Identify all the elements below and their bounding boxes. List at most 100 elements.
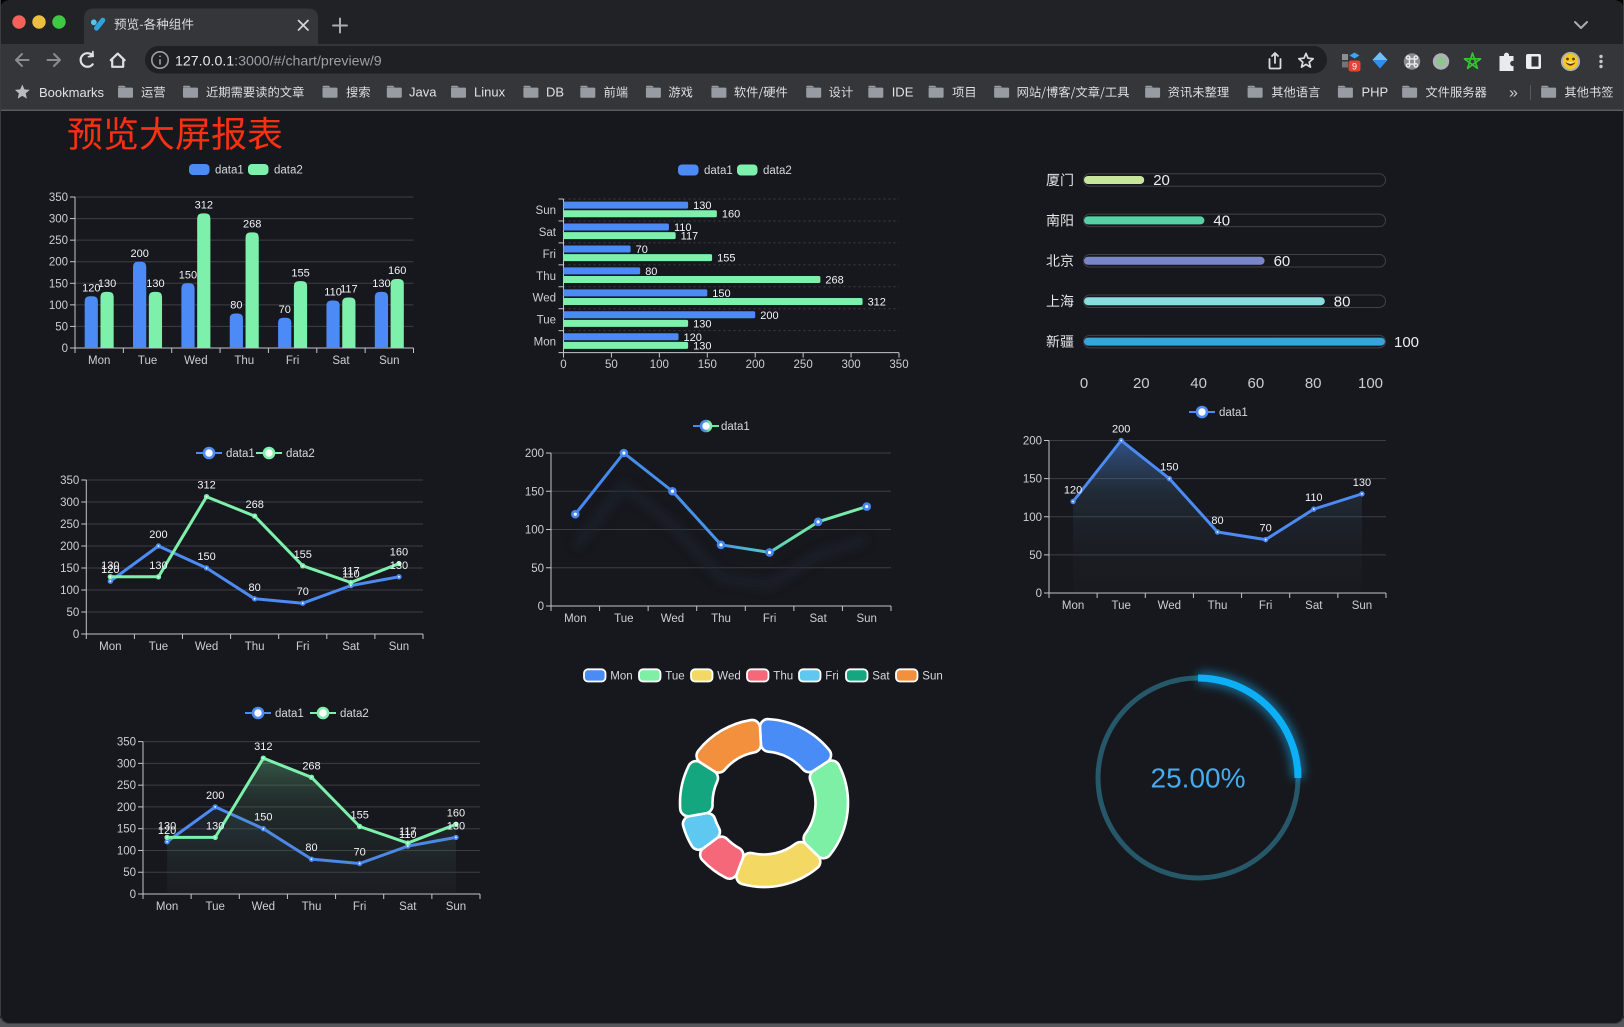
svg-text:155: 155 xyxy=(350,810,368,822)
svg-text:80: 80 xyxy=(1305,375,1322,392)
svg-text:130: 130 xyxy=(1353,477,1371,489)
svg-text:268: 268 xyxy=(825,275,843,287)
svg-text:data1: data1 xyxy=(704,165,733,177)
svg-text:80: 80 xyxy=(645,266,657,278)
svg-text:Tue: Tue xyxy=(1112,600,1131,612)
svg-text:data2: data2 xyxy=(340,708,369,720)
svg-text:200: 200 xyxy=(60,541,79,553)
svg-text:150: 150 xyxy=(698,359,717,371)
svg-text:150: 150 xyxy=(254,812,272,824)
svg-text:Fri: Fri xyxy=(296,641,309,653)
svg-text:Sun: Sun xyxy=(446,901,466,913)
svg-text:0: 0 xyxy=(538,601,544,613)
svg-text:155: 155 xyxy=(291,267,309,279)
svg-text:130: 130 xyxy=(693,340,711,352)
svg-text:Tue: Tue xyxy=(149,641,168,653)
svg-text:Thu: Thu xyxy=(302,901,322,913)
svg-text:150: 150 xyxy=(60,563,79,575)
svg-text:250: 250 xyxy=(117,780,136,792)
svg-text:Wed: Wed xyxy=(717,671,740,683)
svg-text:80: 80 xyxy=(230,300,242,312)
svg-text:Thu: Thu xyxy=(1208,600,1228,612)
svg-text:268: 268 xyxy=(245,499,263,511)
svg-text:117: 117 xyxy=(342,566,360,578)
svg-text:130: 130 xyxy=(206,820,224,832)
svg-text:Tue: Tue xyxy=(665,671,684,683)
svg-text:117: 117 xyxy=(340,284,358,296)
svg-text:127.0.0.1:3000/#/chart/preview: 127.0.0.1:3000/#/chart/preview/9 xyxy=(175,53,382,69)
svg-text:Mon: Mon xyxy=(534,337,556,349)
svg-text:0: 0 xyxy=(560,359,566,371)
svg-text:50: 50 xyxy=(67,607,80,619)
svg-text:Sat: Sat xyxy=(872,671,890,683)
svg-text:120: 120 xyxy=(158,825,176,837)
svg-text:Sun: Sun xyxy=(379,355,399,367)
svg-text:200: 200 xyxy=(760,310,778,322)
svg-text:Tue: Tue xyxy=(614,613,633,625)
svg-text:Thu: Thu xyxy=(773,671,793,683)
svg-text:200: 200 xyxy=(1112,424,1130,436)
svg-text:70: 70 xyxy=(279,304,291,316)
svg-text:70: 70 xyxy=(354,847,366,859)
svg-text:80: 80 xyxy=(1211,515,1223,527)
svg-text:300: 300 xyxy=(49,214,68,226)
svg-text:Fri: Fri xyxy=(825,671,838,683)
svg-text:Wed: Wed xyxy=(533,293,556,305)
svg-text:250: 250 xyxy=(49,235,68,247)
svg-text:160: 160 xyxy=(388,265,406,277)
svg-text:data1: data1 xyxy=(721,421,750,433)
svg-text:130: 130 xyxy=(390,560,408,572)
svg-text:Mon: Mon xyxy=(99,641,121,653)
svg-text:155: 155 xyxy=(717,253,735,265)
svg-text:100: 100 xyxy=(49,300,68,312)
svg-text:70: 70 xyxy=(1260,523,1272,535)
svg-text:Mon: Mon xyxy=(88,355,110,367)
svg-text:150: 150 xyxy=(117,824,136,836)
svg-text:PHP: PHP xyxy=(1362,85,1389,100)
svg-text:0: 0 xyxy=(130,889,136,901)
svg-text:130: 130 xyxy=(693,200,711,212)
svg-text:100: 100 xyxy=(1394,334,1419,351)
svg-text:data2: data2 xyxy=(274,165,303,177)
svg-text:Mon: Mon xyxy=(156,901,178,913)
svg-text:data1: data1 xyxy=(1219,407,1248,419)
svg-text:data1: data1 xyxy=(275,708,304,720)
svg-text:312: 312 xyxy=(868,296,886,308)
svg-text:0: 0 xyxy=(1080,375,1088,392)
svg-text:160: 160 xyxy=(447,807,465,819)
svg-text:IDE: IDE xyxy=(892,85,914,100)
svg-text:110: 110 xyxy=(342,569,360,581)
svg-text:110: 110 xyxy=(324,287,342,299)
svg-text:Thu: Thu xyxy=(245,641,265,653)
svg-text:110: 110 xyxy=(674,222,692,234)
svg-text:25.00%: 25.00% xyxy=(1151,763,1246,794)
svg-text:80: 80 xyxy=(1334,293,1351,310)
svg-text:200: 200 xyxy=(149,529,167,541)
svg-text:268: 268 xyxy=(302,760,320,772)
svg-text:160: 160 xyxy=(390,547,408,559)
svg-text:130: 130 xyxy=(146,278,164,290)
svg-text:120: 120 xyxy=(82,282,100,294)
svg-text:117: 117 xyxy=(681,231,699,243)
svg-text:Sat: Sat xyxy=(332,355,350,367)
svg-text:155: 155 xyxy=(294,549,312,561)
svg-text:data2: data2 xyxy=(286,448,315,460)
svg-text:Tue: Tue xyxy=(206,901,225,913)
svg-text:Wed: Wed xyxy=(661,613,684,625)
svg-text:130: 130 xyxy=(149,560,167,572)
svg-text:20: 20 xyxy=(1153,172,1170,189)
svg-text:40: 40 xyxy=(1190,375,1207,392)
svg-text:Fri: Fri xyxy=(543,249,556,261)
svg-text:120: 120 xyxy=(1064,485,1082,497)
svg-text:130: 130 xyxy=(693,318,711,330)
svg-text:200: 200 xyxy=(206,790,224,802)
svg-text:200: 200 xyxy=(1023,436,1042,448)
svg-text:150: 150 xyxy=(712,288,730,300)
svg-text:Sat: Sat xyxy=(342,641,360,653)
svg-text:130: 130 xyxy=(158,820,176,832)
svg-text:268: 268 xyxy=(243,219,261,231)
svg-text:Fri: Fri xyxy=(353,901,366,913)
svg-text:100: 100 xyxy=(1023,512,1042,524)
svg-text:Bookmarks: Bookmarks xyxy=(39,85,105,100)
svg-text:100: 100 xyxy=(525,525,544,537)
